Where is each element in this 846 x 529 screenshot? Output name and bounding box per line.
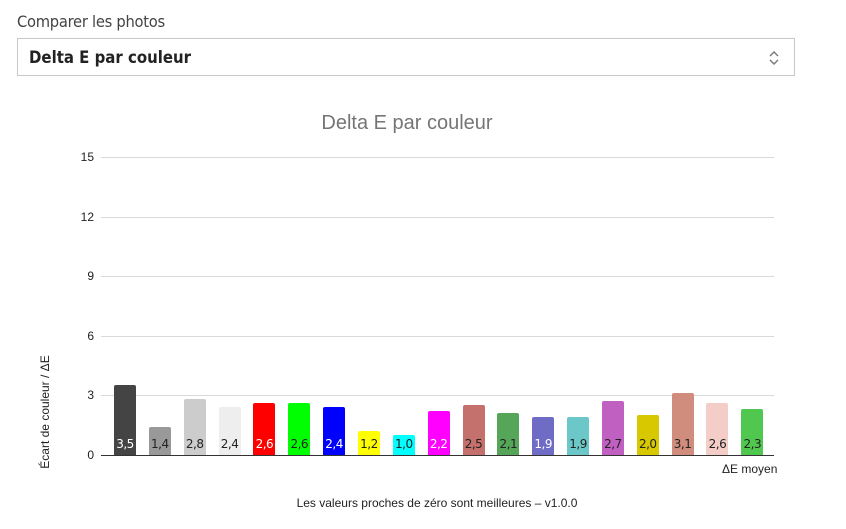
bar-value-label: 2,4 [220,436,239,451]
page-label: Comparer les photos [17,12,165,31]
bar-value-label: 2,1 [499,436,518,451]
bar[interactable]: 2,6 [253,403,276,455]
bar-chart: Delta E par couleur Écart de couleur / Δ… [0,100,846,529]
bar-value-label: 2,5 [464,436,483,451]
gridline [101,395,774,397]
bar[interactable]: 2,7 [601,401,624,455]
bar[interactable]: 2,6 [288,403,311,455]
gridline [101,216,774,218]
chart-footer: Les valeurs proches de zéro sont meilleu… [296,496,578,510]
gridline [101,276,774,278]
bar[interactable]: 1,4 [148,427,171,455]
bar[interactable]: 2,8 [183,399,206,455]
bar[interactable]: 1,9 [567,417,590,455]
x-axis-baseline [101,455,774,456]
bar[interactable]: 3,5 [114,385,136,455]
bar-value-label: 2,7 [604,436,622,451]
bar[interactable]: 1,0 [392,435,415,455]
y-tick-label: 9 [87,269,94,284]
bar[interactable]: 1,9 [532,417,555,455]
y-axis-title: Écart de couleur / ΔE [38,355,52,469]
bar-value-label: 2,3 [743,436,762,451]
bar-value-label: 1,9 [534,436,552,451]
bar[interactable]: 2,3 [741,409,764,455]
y-tick-label: 3 [87,388,94,403]
y-tick-label: 15 [80,150,94,164]
bar-value-label: 2,2 [429,436,448,451]
bar[interactable]: 2,0 [636,415,659,455]
chart-title: Delta E par couleur [321,112,493,134]
gridline [101,335,774,337]
bar[interactable]: 3,1 [671,393,694,455]
chart-type-select[interactable]: Delta E par couleur [17,38,795,76]
bar-value-label: 2,0 [638,436,657,451]
bar[interactable]: 2,2 [427,411,450,455]
bar-value-label: 3,1 [673,436,692,451]
x-axis-title: ΔE moyen [722,462,778,476]
bar-value-label: 3,5 [116,436,134,451]
bar-value-label: 1,0 [395,436,413,451]
y-tick-label: 6 [87,328,94,343]
bar[interactable]: 2,5 [462,405,485,455]
y-tick-label: 0 [87,448,94,462]
bar[interactable]: 2,4 [323,407,346,455]
chevron-up-down-icon [769,51,779,65]
bar[interactable]: 2,6 [706,403,729,455]
bar-value-label: 2,4 [325,436,343,451]
bar[interactable]: 2,4 [218,407,241,455]
y-tick-label: 12 [80,209,94,224]
bar-value-label: 1,9 [569,436,587,451]
bar[interactable]: 1,2 [357,431,380,455]
bar-value-label: 2,6 [255,436,274,451]
bar-value-label: 2,6 [708,436,727,451]
select-value: Delta E par couleur [29,48,192,68]
bar-value-label: 2,6 [290,436,309,451]
gridline [101,157,774,158]
bar-value-label: 1,2 [360,436,378,451]
bar-value-label: 2,8 [185,436,204,451]
bar-value-label: 1,4 [151,436,169,451]
bar[interactable]: 2,1 [497,413,520,455]
